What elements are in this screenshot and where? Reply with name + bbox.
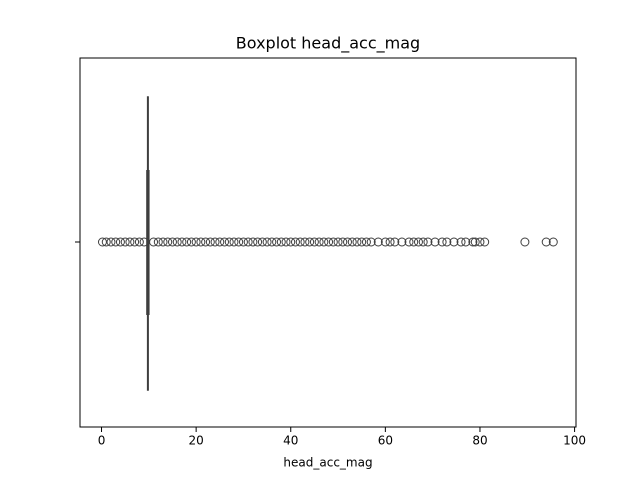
outlier: [306, 238, 314, 246]
chart-title: Boxplot head_acc_mag: [236, 34, 420, 54]
outlier: [192, 238, 200, 246]
outlier: [287, 238, 295, 246]
outlier: [362, 238, 370, 246]
outlier: [258, 238, 266, 246]
outlier: [159, 238, 167, 246]
outlier: [173, 238, 181, 246]
outlier: [358, 238, 366, 246]
outlier: [414, 238, 422, 246]
outlier: [154, 238, 162, 246]
x-tick-label: 100: [563, 434, 586, 448]
outlier: [239, 238, 247, 246]
outlier: [112, 238, 120, 246]
outlier: [329, 238, 337, 246]
outlier: [225, 238, 233, 246]
outlier: [334, 238, 342, 246]
outlier: [183, 238, 191, 246]
outlier: [301, 238, 309, 246]
outlier: [282, 238, 290, 246]
outlier: [410, 238, 418, 246]
x-tick-label: 0: [98, 434, 106, 448]
outlier: [249, 238, 257, 246]
x-tick-label: 60: [378, 434, 393, 448]
outlier: [197, 238, 205, 246]
outlier: [187, 238, 195, 246]
x-tick-label: 80: [472, 434, 487, 448]
outlier: [254, 238, 262, 246]
outlier: [202, 238, 210, 246]
outlier: [116, 238, 124, 246]
outlier: [296, 238, 304, 246]
outlier: [310, 238, 318, 246]
x-axis-label: head_acc_mag: [283, 456, 372, 470]
outlier: [107, 238, 115, 246]
outlier: [339, 238, 347, 246]
outlier: [131, 238, 139, 246]
outlier: [386, 238, 394, 246]
outlier: [273, 238, 281, 246]
outlier: [216, 238, 224, 246]
outlier: [211, 238, 219, 246]
outlier: [348, 238, 356, 246]
outlier: [206, 238, 214, 246]
outlier: [126, 238, 134, 246]
outlier: [164, 238, 172, 246]
outlier: [521, 238, 529, 246]
outlier: [150, 238, 158, 246]
outlier: [353, 238, 361, 246]
outlier: [315, 238, 323, 246]
outlier: [419, 238, 427, 246]
x-tick-label: 40: [283, 434, 298, 448]
outlier: [168, 238, 176, 246]
outlier: [178, 238, 186, 246]
outlier: [230, 238, 238, 246]
outlier: [235, 238, 243, 246]
outlier: [263, 238, 271, 246]
outlier: [277, 238, 285, 246]
outlier: [268, 238, 276, 246]
outlier: [135, 238, 143, 246]
outlier: [221, 238, 229, 246]
outlier: [291, 238, 299, 246]
outlier: [121, 238, 129, 246]
outlier: [325, 238, 333, 246]
outlier: [320, 238, 328, 246]
outlier: [344, 238, 352, 246]
outlier: [244, 238, 252, 246]
outlier: [481, 238, 489, 246]
x-tick-label: 20: [188, 434, 203, 448]
